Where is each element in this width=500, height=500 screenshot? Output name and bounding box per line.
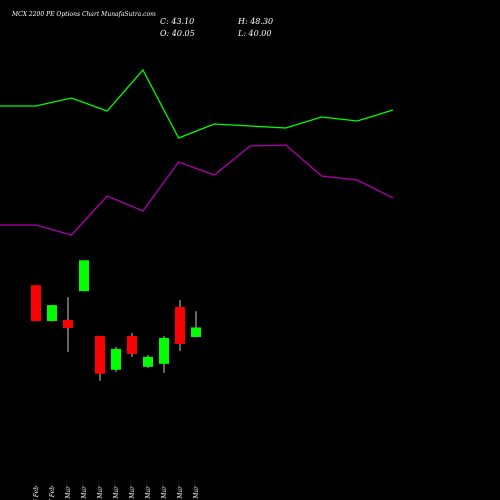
candle-body — [95, 335, 105, 374]
chart-title: MCX 2200 PE Options Chart MunafaSutra.co… — [11, 11, 156, 18]
candle-body — [159, 337, 169, 364]
x-tick-label: 02 Mar — [65, 485, 72, 500]
candle-body — [79, 260, 89, 292]
x-tick-label: 11 Mar — [161, 485, 168, 500]
ohlc-label: C: 43.10 — [160, 17, 194, 26]
x-tick-label: 26 Feb — [33, 486, 40, 500]
candle-body — [63, 320, 73, 328]
x-tick-label: 10 Mar — [145, 485, 152, 500]
x-tick-label: 13 Mar — [193, 485, 200, 500]
x-tick-label: 12 Mar — [177, 485, 184, 500]
x-tick-label: 05 Mar — [97, 485, 104, 500]
x-tick-label: 06 Mar — [113, 485, 120, 500]
ohlc-label: L: 40.00 — [237, 29, 271, 38]
x-tick-label: 27 Feb — [49, 486, 56, 500]
candle-body — [143, 356, 153, 367]
candle-body — [111, 348, 121, 370]
x-tick-label: 04 Mar — [81, 485, 88, 500]
candle-body — [191, 327, 201, 337]
line — [0, 68, 394, 139]
ohlc-label: H: 48.30 — [237, 17, 273, 26]
line — [0, 144, 394, 236]
candle-body — [31, 285, 41, 322]
candle-body — [127, 335, 137, 354]
x-tick-label: 09 Mar — [129, 485, 136, 500]
candle-body — [175, 307, 185, 344]
ohlc-label: O: 40.05 — [160, 29, 195, 38]
candle-body — [47, 305, 57, 322]
